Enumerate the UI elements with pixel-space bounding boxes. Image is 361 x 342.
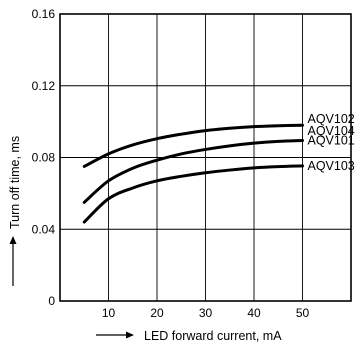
y-tick-label: 0.08: [32, 151, 56, 165]
series-lines: [82, 123, 304, 224]
y-axis-label: Turn off time, ms: [8, 136, 22, 229]
x-tick-label: 20: [150, 306, 164, 320]
y-axis-label-group: Turn off time, ms: [8, 136, 22, 286]
y-tick-label: 0: [48, 294, 55, 308]
series-line: [82, 164, 304, 224]
plot-frame: [59, 13, 352, 302]
tick-labels: 10 20 30 40 50 0 0.04 0.08 0.12 0.16: [32, 7, 310, 320]
y-tick-label: 0.16: [32, 7, 56, 21]
y-tick-label: 0.04: [32, 222, 56, 236]
series-label: AQV103: [308, 159, 355, 173]
y-axis-arrowhead: [9, 236, 17, 244]
x-tick-label: 10: [102, 306, 116, 320]
x-axis-label: LED forward current, mA: [144, 329, 282, 342]
x-tick-label: 40: [247, 306, 261, 320]
x-tick-label: 50: [296, 306, 310, 320]
x-axis-label-group: LED forward current, mA: [96, 329, 282, 342]
series-line: [82, 123, 304, 168]
grid: [60, 14, 351, 301]
series-label: AQV102: [308, 112, 355, 126]
x-axis-arrowhead: [126, 331, 134, 339]
series-label: AQV101: [308, 133, 355, 147]
y-tick-label: 0.12: [32, 79, 56, 93]
series-label: AQV104: [308, 124, 355, 138]
series-line: [82, 138, 304, 204]
x-tick-label: 30: [199, 306, 213, 320]
